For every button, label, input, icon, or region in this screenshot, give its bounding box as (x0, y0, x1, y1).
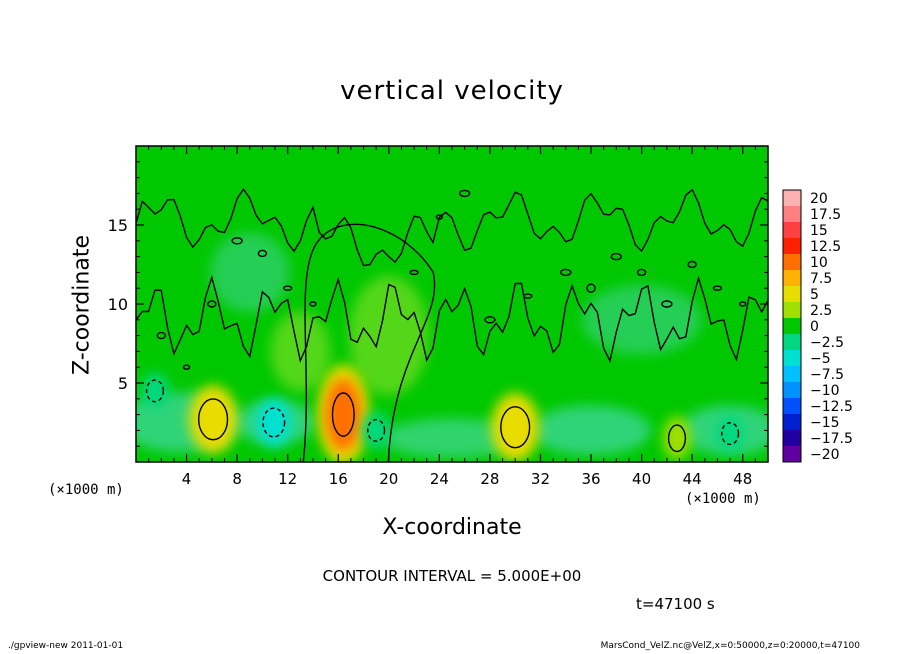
colorbar: 2017.51512.5107.552.50−2.5−5−7.5−10−12.5… (783, 190, 853, 463)
field-patch (531, 405, 651, 455)
colorbar-label: 0 (810, 319, 819, 335)
colorbar-label: 2.5 (810, 303, 832, 319)
colorbar-swatch (783, 430, 801, 447)
colorbar-label: 15 (810, 223, 828, 239)
x-tick-label: 8 (232, 470, 242, 488)
colorbar-swatch (783, 414, 801, 431)
colorbar-label: 12.5 (810, 239, 841, 255)
colorbar-label: 7.5 (810, 271, 832, 287)
colorbar-label: −5 (810, 351, 831, 367)
colorbar-label: 10 (810, 255, 828, 271)
x-tick-label: 24 (430, 470, 449, 488)
updraft-core (325, 379, 361, 451)
downdraft-core (716, 416, 744, 452)
colorbar-swatch (783, 302, 801, 319)
colorbar-label: 20 (810, 191, 828, 207)
field-patch (210, 232, 290, 312)
x-tick-label: 36 (581, 470, 600, 488)
updraft-core (663, 416, 691, 460)
colorbar-swatch (783, 222, 801, 239)
colorbar-label: −7.5 (810, 367, 844, 383)
downdraft-core (362, 412, 390, 448)
colorbar-swatch (783, 318, 801, 335)
x-tick-label: 16 (329, 470, 348, 488)
field-patch (582, 285, 702, 355)
x-tick-label: 44 (683, 470, 702, 488)
downdraft-core (141, 373, 169, 409)
updraft-core (189, 385, 237, 453)
y-tick-label: 15 (108, 216, 128, 235)
colorbar-swatch (783, 366, 801, 383)
y-tick-label: 5 (118, 374, 128, 393)
colorbar-label: −2.5 (810, 335, 844, 351)
colorbar-swatch (783, 334, 801, 351)
x-tick-label: 32 (531, 470, 550, 488)
colorbar-label: 5 (810, 287, 819, 303)
y-tick-label: 10 (108, 295, 128, 314)
colorbar-label: −20 (810, 447, 840, 463)
colorbar-swatch (783, 446, 801, 463)
colorbar-swatch (783, 190, 801, 207)
colorbar-swatch (783, 238, 801, 255)
x-tick-label: 28 (480, 470, 499, 488)
colorbar-label: −10 (810, 383, 840, 399)
colorbar-swatch (783, 286, 801, 303)
colorbar-swatch (783, 398, 801, 415)
colorbar-label: −17.5 (810, 431, 853, 447)
x-tick-label: 40 (632, 470, 651, 488)
x-tick-label: 48 (733, 470, 752, 488)
field-patch (270, 311, 330, 391)
colorbar-label: −12.5 (810, 399, 853, 415)
colorbar-swatch (783, 350, 801, 367)
colorbar-swatch (783, 206, 801, 223)
colorbar-swatch (783, 254, 801, 271)
x-tick-label: 4 (182, 470, 192, 488)
updraft-core (491, 393, 539, 461)
colorbar-swatch (783, 270, 801, 287)
colorbar-swatch (783, 382, 801, 399)
colorbar-label: 17.5 (810, 207, 841, 223)
x-tick-label: 20 (379, 470, 398, 488)
x-tick-label: 12 (278, 470, 297, 488)
downdraft-core (256, 399, 292, 447)
colorbar-label: −15 (810, 415, 840, 431)
